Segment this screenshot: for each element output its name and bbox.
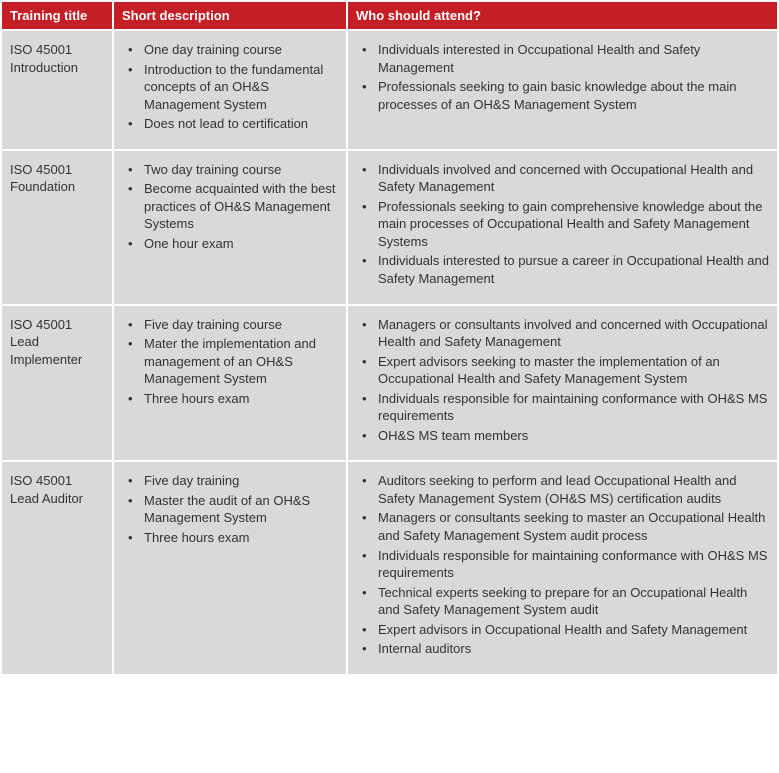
list-item: Expert advisors in Occupational Health a… xyxy=(356,621,769,639)
training-title-cell: ISO 45001 Introduction xyxy=(2,31,112,149)
list-item: Introduction to the fundamental concepts… xyxy=(122,61,338,114)
list-item: Two day training course xyxy=(122,161,338,179)
list-item: Auditors seeking to perform and lead Occ… xyxy=(356,472,769,507)
attend-list: Individuals interested in Occupational H… xyxy=(356,41,769,113)
table-row: ISO 45001 Lead ImplementerFive day train… xyxy=(2,306,777,461)
description-list: One day training course Introduction to t… xyxy=(122,41,338,133)
list-item: Individuals interested in Occupational H… xyxy=(356,41,769,76)
table-body: ISO 45001 IntroductionOne day training c… xyxy=(2,31,777,674)
who-should-attend-cell: Auditors seeking to perform and lead Occ… xyxy=(348,462,777,673)
description-list: Two day training courseBecome acquainted… xyxy=(122,161,338,253)
short-description-cell: Five day training courseMater the implem… xyxy=(114,306,346,461)
list-item: Master the audit of an OH&S Management S… xyxy=(122,492,338,527)
list-item: Three hours exam xyxy=(122,529,338,547)
list-item: Individuals involved and concerned with … xyxy=(356,161,769,196)
col-header-desc: Short description xyxy=(114,2,346,29)
list-item: Internal auditors xyxy=(356,640,769,658)
training-title-cell: ISO 45001 Lead Auditor xyxy=(2,462,112,673)
table-header-row: Training title Short description Who sho… xyxy=(2,2,777,29)
training-title-cell: ISO 45001 Foundation xyxy=(2,151,112,304)
table-row: ISO 45001 FoundationTwo day training cou… xyxy=(2,151,777,304)
short-description-cell: Five day training Master the audit of an … xyxy=(114,462,346,673)
list-item: Expert advisors seeking to master the im… xyxy=(356,353,769,388)
list-item: Five day training xyxy=(122,472,338,490)
description-list: Five day training courseMater the implem… xyxy=(122,316,338,408)
description-list: Five day training Master the audit of an … xyxy=(122,472,338,546)
training-table: Training title Short description Who sho… xyxy=(0,0,779,676)
list-item: Individuals responsible for maintaining … xyxy=(356,547,769,582)
short-description-cell: Two day training courseBecome acquainted… xyxy=(114,151,346,304)
attend-list: Managers or consultants involved and con… xyxy=(356,316,769,445)
list-item: One hour exam xyxy=(122,235,338,253)
col-header-title: Training title xyxy=(2,2,112,29)
list-item: Five day training course xyxy=(122,316,338,334)
who-should-attend-cell: Individuals interested in Occupational H… xyxy=(348,31,777,149)
list-item: Does not lead to certification xyxy=(122,115,338,133)
list-item: One day training course xyxy=(122,41,338,59)
list-item: Three hours exam xyxy=(122,390,338,408)
list-item: Managers or consultants involved and con… xyxy=(356,316,769,351)
list-item: Become acquainted with the best practice… xyxy=(122,180,338,233)
list-item: OH&S MS team members xyxy=(356,427,769,445)
list-item: Mater the implementation and management … xyxy=(122,335,338,388)
attend-list: Auditors seeking to perform and lead Occ… xyxy=(356,472,769,657)
table-row: ISO 45001 Lead Auditor Five day training M… xyxy=(2,462,777,673)
table-row: ISO 45001 IntroductionOne day training c… xyxy=(2,31,777,149)
list-item: Technical experts seeking to prepare for… xyxy=(356,584,769,619)
list-item: Professionals seeking to gain comprehens… xyxy=(356,198,769,251)
who-should-attend-cell: Individuals involved and concerned with … xyxy=(348,151,777,304)
col-header-who: Who should attend? xyxy=(348,2,777,29)
list-item: Professionals seeking to gain basic know… xyxy=(356,78,769,113)
short-description-cell: One day training course Introduction to t… xyxy=(114,31,346,149)
who-should-attend-cell: Managers or consultants involved and con… xyxy=(348,306,777,461)
list-item: Managers or consultants seeking to maste… xyxy=(356,509,769,544)
attend-list: Individuals involved and concerned with … xyxy=(356,161,769,288)
list-item: Individuals responsible for maintaining … xyxy=(356,390,769,425)
list-item: Individuals interested to pursue a caree… xyxy=(356,252,769,287)
training-title-cell: ISO 45001 Lead Implementer xyxy=(2,306,112,461)
